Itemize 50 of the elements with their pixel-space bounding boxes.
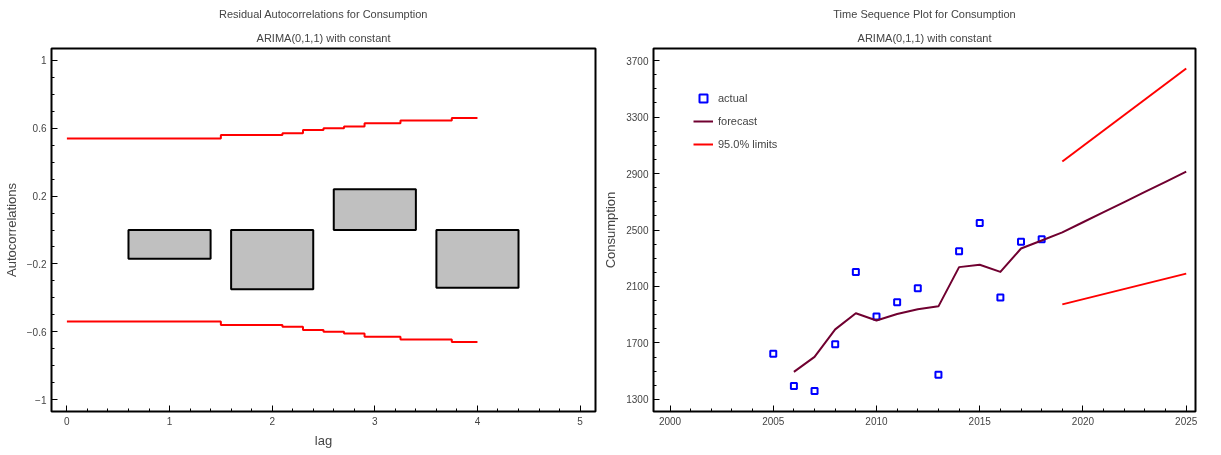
y-tick-label: 0.6: [32, 123, 47, 135]
y-tick-label: 2500: [626, 225, 649, 236]
x-tick-label: 1: [166, 415, 173, 427]
point: [955, 247, 964, 256]
y-tick-label: 0.2: [32, 191, 47, 203]
chart-subtitle: ARIMA(0,1,1) with constant: [857, 31, 992, 44]
point: [975, 219, 984, 228]
x-tick-label: 5: [577, 415, 584, 427]
x-tick-label: 4: [474, 415, 481, 427]
y-tick-label: 1300: [626, 394, 649, 406]
y-axis-title: Consumption: [603, 191, 619, 269]
point: [1017, 237, 1026, 246]
x-tick-label: 2: [269, 415, 276, 427]
point: [831, 340, 840, 349]
point: [1037, 235, 1046, 244]
y-tick-label: 1700: [626, 337, 649, 349]
point: [851, 267, 860, 276]
y-tick-label: −1: [35, 394, 47, 406]
x-tick-label: 2025: [1175, 415, 1198, 427]
y-tick-label: 3700: [626, 55, 649, 67]
legend-label: actual: [718, 92, 748, 104]
point: [934, 370, 943, 379]
x-tick-label: 2020: [1071, 415, 1095, 427]
legend-label: 95.0% limits: [718, 138, 778, 150]
chart-title: Time Sequence Plot for Consumption: [833, 7, 1016, 20]
y-tick-label: 2900: [626, 168, 649, 180]
point: [872, 312, 881, 321]
x-tick-label: 2005: [762, 415, 785, 427]
x-tick-label: 2010: [865, 415, 889, 427]
x-tick-label: 2015: [968, 415, 992, 427]
x-tick-label: 0: [64, 415, 71, 427]
chart-title: Residual Autocorrelations for Consumption: [218, 7, 428, 20]
y-axis-title: Autocorrelations: [3, 182, 19, 277]
point: [893, 298, 902, 307]
x-axis-title: lag: [314, 432, 333, 448]
y-tick-label: −0.2: [26, 258, 47, 270]
line-series: [792, 170, 1188, 373]
x-tick-label: 3: [372, 415, 379, 427]
chart-subtitle: ARIMA(0,1,1) with constant: [256, 31, 391, 44]
point: [996, 293, 1005, 302]
point: [769, 349, 778, 358]
y-tick-label: 2100: [626, 281, 649, 293]
y-tick-label: −0.6: [26, 326, 47, 338]
point: [913, 284, 922, 293]
x-tick-label: 2000: [658, 415, 682, 427]
y-tick-label: 1: [40, 55, 47, 67]
y-tick-label: 3300: [626, 112, 649, 124]
legend-label: forecast: [718, 115, 758, 127]
point: [810, 386, 819, 395]
point: [789, 381, 798, 390]
